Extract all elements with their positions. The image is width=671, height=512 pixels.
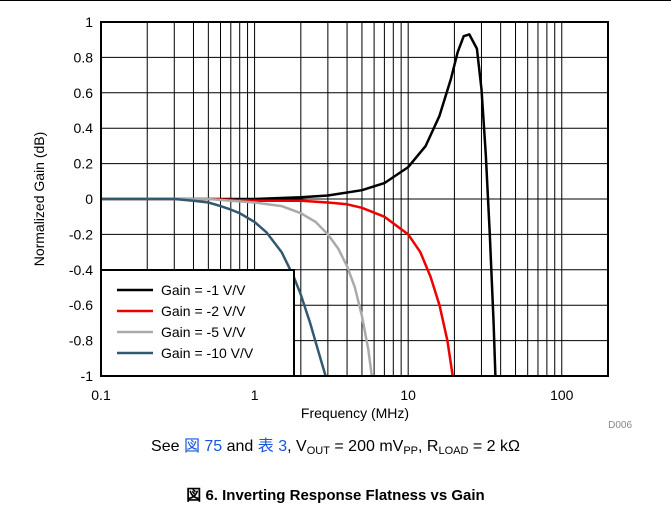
y-tick-label: -1 — [81, 368, 94, 384]
legend: Gain = -1 V/V Gain = -2 V/V Gain = -5 V/V G… — [100, 269, 295, 377]
conditions-caption: See 図 75 and 表 3, VOUT = 200 mVPP, RLOAD… — [0, 432, 671, 457]
legend-box — [100, 269, 295, 377]
legend-label: Gain = -5 V/V — [161, 324, 246, 340]
y-tick-labels: 1 0.8 0.6 0.4 0.2 0 -0.2 -0.4 -0.6 -0.8 -1 — [69, 14, 93, 384]
top-rule — [0, 0, 671, 1]
y-tick-label: 0.4 — [74, 120, 94, 136]
series-line-1 — [101, 33, 497, 376]
x-tick-label: 100 — [550, 387, 574, 403]
figure-id-annotation: D006 — [608, 420, 632, 430]
y-tick-label: -0.4 — [69, 262, 93, 278]
y-tick-label: 0 — [85, 191, 93, 207]
plot-frame — [100, 21, 609, 377]
vout-unit-subscript: PP — [403, 445, 418, 457]
legend-label: Gain = -10 V/V — [161, 345, 254, 361]
legend-label: Gain = -1 V/V — [161, 282, 246, 298]
vout-value: = 200 mV — [329, 438, 404, 455]
rload-subscript: LOAD — [438, 445, 469, 457]
x-tick-label: 10 — [400, 387, 416, 403]
caption-see-text: See — [151, 438, 184, 455]
series-lines — [101, 33, 497, 376]
y-tick-label: -0.8 — [69, 333, 93, 349]
figure-75-link[interactable]: 図 75 — [183, 438, 223, 455]
y-tick-label: -0.2 — [69, 226, 93, 242]
vout-prefix: , V — [287, 438, 307, 455]
y-axis-label: Normalized Gain (dB) — [31, 132, 47, 267]
frequency-response-chart: 1 0.8 0.6 0.4 0.2 0 -0.2 -0.4 -0.6 -0.8 -1 0.1 1 10 1… — [31, 14, 632, 430]
x-tick-label: 1 — [251, 387, 259, 403]
figure-title: 図 6. Inverting Response Flatness vs Gain — [186, 487, 485, 504]
x-axis-label: Frequency (MHz) — [301, 405, 409, 421]
legend-label: Gain = -2 V/V — [161, 303, 246, 319]
table-3-link[interactable]: 表 3 — [257, 438, 288, 455]
y-tick-label: 1 — [85, 14, 93, 30]
series-line-3 — [101, 197, 374, 376]
series-line-4 — [101, 197, 327, 376]
y-tick-label: -0.6 — [69, 297, 93, 313]
x-tick-label: 0.1 — [91, 387, 111, 403]
y-tick-label: 0.2 — [74, 156, 94, 172]
x-tick-labels: 0.1 1 10 100 — [91, 387, 573, 403]
rload-value: = 2 kΩ — [468, 438, 520, 455]
y-tick-label: 0.8 — [74, 49, 94, 65]
caption-and-text: and — [222, 438, 258, 455]
y-tick-label: 0.6 — [74, 85, 94, 101]
rload-prefix: , R — [418, 438, 439, 455]
vout-subscript: OUT — [306, 445, 330, 457]
